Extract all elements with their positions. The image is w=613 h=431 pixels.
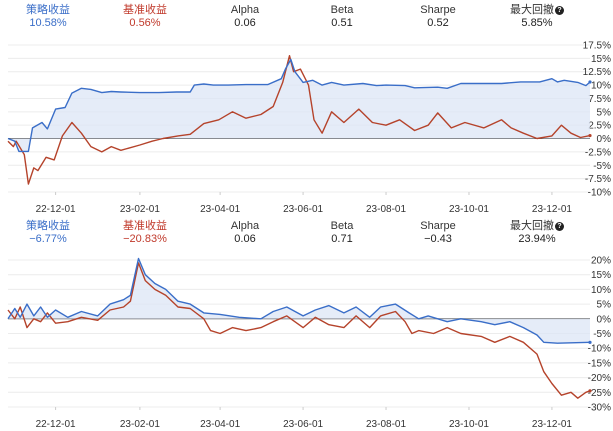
benchmark-line bbox=[7, 55, 591, 185]
strategy-area bbox=[8, 258, 590, 344]
x-tick-label: 23-10-01 bbox=[449, 419, 489, 430]
stat-label: 最大回撤 bbox=[510, 220, 554, 232]
y-tick-label: 2.5% bbox=[588, 121, 611, 132]
x-tick-label: 23-06-01 bbox=[283, 419, 323, 430]
x-tick-label: 23-08-01 bbox=[366, 419, 406, 430]
y-tick-label: -5% bbox=[593, 161, 611, 172]
max-drawdown-stat: 最大回撤? 23.94% bbox=[510, 220, 564, 246]
x-tick-label: 22-12-01 bbox=[36, 419, 76, 430]
y-tick-label: 15% bbox=[591, 54, 611, 65]
returns-chart-2: 20% 15% 10% 5% 0% -5% -10% -15% -20% -25% -30% 22-1… bbox=[7, 256, 612, 430]
stat-value: 0.52 bbox=[427, 17, 449, 29]
y-tick-label: -15% bbox=[588, 358, 611, 369]
y-tick-label: 10% bbox=[591, 81, 611, 92]
y-tick-label: -10% bbox=[588, 188, 611, 199]
strategy-area bbox=[8, 59, 590, 152]
stat-label: Sharpe bbox=[420, 220, 456, 232]
y-tick-label: -7.5% bbox=[585, 174, 611, 185]
stat-label: Alpha bbox=[230, 220, 260, 232]
y-tick-label: -5% bbox=[593, 329, 611, 340]
benchmark-end-point bbox=[588, 389, 592, 393]
y-tick-label: 5% bbox=[597, 107, 612, 118]
stat-value: 10.58% bbox=[29, 17, 67, 29]
x-tick-label: 23-04-01 bbox=[200, 419, 240, 430]
stat-value: 0.56% bbox=[129, 17, 161, 29]
stat-label: 基准收益 bbox=[123, 220, 167, 232]
beta-stat: Beta 0.51 bbox=[331, 4, 354, 30]
y-tick-label: 7.5% bbox=[588, 94, 611, 105]
y-tick-label: 20% bbox=[591, 256, 611, 267]
y-tick-label: -20% bbox=[588, 373, 611, 384]
strategy-return-stat: 策略收益 −6.77% bbox=[26, 220, 70, 246]
x-tick-label: 22-12-01 bbox=[36, 204, 76, 215]
stat-label: 最大回撤 bbox=[510, 4, 554, 16]
chart-panel-1: 策略收益 10.58% 基准收益 0.56% Alpha 0.06 Beta 0… bbox=[0, 0, 613, 215]
beta-stat: Beta 0.71 bbox=[331, 220, 354, 246]
stat-label: Sharpe bbox=[420, 4, 456, 16]
sharpe-stat: Sharpe 0.52 bbox=[420, 4, 455, 30]
x-tick-label: 23-02-01 bbox=[120, 204, 160, 215]
y-tick-label: -30% bbox=[588, 403, 611, 414]
stat-value: 0.06 bbox=[234, 233, 256, 245]
help-icon[interactable]: ? bbox=[555, 222, 564, 231]
strategy-line bbox=[7, 58, 591, 153]
benchmark-return-stat: 基准收益 −20.83% bbox=[123, 220, 167, 246]
x-tick-label: 23-10-01 bbox=[449, 204, 489, 215]
y-tick-label: -25% bbox=[588, 388, 611, 399]
stat-value: 0.71 bbox=[331, 233, 353, 245]
benchmark-line bbox=[7, 262, 591, 399]
y-tick-label: 12.5% bbox=[583, 67, 611, 78]
y-tick-label: 10% bbox=[591, 285, 611, 296]
returns-chart-1: 17.5% 15% 12.5% 10% 7.5% 5% 2.5% 0% -2.5% -5% -7.5… bbox=[7, 41, 612, 215]
stats-row-2: 策略收益 −6.77% 基准收益 −20.83% Alpha 0.06 Beta… bbox=[0, 220, 613, 248]
benchmark-end-point bbox=[588, 133, 592, 138]
x-tick-label: 23-08-01 bbox=[366, 204, 406, 215]
stat-label: 基准收益 bbox=[123, 4, 167, 16]
alpha-stat: Alpha 0.06 bbox=[231, 220, 259, 246]
chart-panel-2: 策略收益 −6.77% 基准收益 −20.83% Alpha 0.06 Beta… bbox=[0, 216, 613, 431]
x-tick-label: 23-12-01 bbox=[532, 204, 572, 215]
y-tick-label: 0% bbox=[597, 314, 612, 325]
x-tick-label: 23-04-01 bbox=[200, 204, 240, 215]
benchmark-return-stat: 基准收益 0.56% bbox=[123, 4, 167, 30]
strategy-end-point bbox=[588, 80, 592, 84]
sharpe-stat: Sharpe −0.43 bbox=[420, 220, 455, 246]
stat-value: 5.85% bbox=[521, 17, 553, 29]
alpha-stat: Alpha 0.06 bbox=[231, 4, 259, 30]
x-tick-label: 23-06-01 bbox=[283, 204, 323, 215]
stat-label: Beta bbox=[330, 4, 354, 16]
y-tick-label: 15% bbox=[591, 270, 611, 281]
y-tick-label: -10% bbox=[588, 344, 611, 355]
y-tick-label: 0% bbox=[597, 134, 612, 145]
stat-value: 23.94% bbox=[518, 233, 556, 245]
stat-label: 策略收益 bbox=[26, 220, 70, 232]
x-tick-label: 23-02-01 bbox=[120, 419, 160, 430]
stats-row-1: 策略收益 10.58% 基准收益 0.56% Alpha 0.06 Beta 0… bbox=[0, 4, 613, 32]
stat-label: 策略收益 bbox=[26, 4, 70, 16]
max-drawdown-stat: 最大回撤? 5.85% bbox=[510, 4, 564, 30]
y-tick-label: 17.5% bbox=[583, 41, 611, 52]
y-tick-label: 5% bbox=[597, 300, 612, 311]
x-tick-label: 23-12-01 bbox=[532, 419, 572, 430]
strategy-line bbox=[7, 257, 591, 344]
stat-label: Beta bbox=[330, 220, 354, 232]
stat-value: 0.06 bbox=[234, 17, 256, 29]
stat-value: 0.51 bbox=[331, 17, 353, 29]
stat-label: Alpha bbox=[230, 4, 260, 16]
y-tick-label: -2.5% bbox=[585, 147, 611, 158]
strategy-return-stat: 策略收益 10.58% bbox=[26, 4, 70, 30]
stat-value: −20.83% bbox=[123, 233, 167, 245]
help-icon[interactable]: ? bbox=[555, 6, 564, 15]
stat-value: −0.43 bbox=[424, 233, 452, 245]
strategy-end-point bbox=[588, 340, 592, 344]
stat-value: −6.77% bbox=[29, 233, 67, 245]
